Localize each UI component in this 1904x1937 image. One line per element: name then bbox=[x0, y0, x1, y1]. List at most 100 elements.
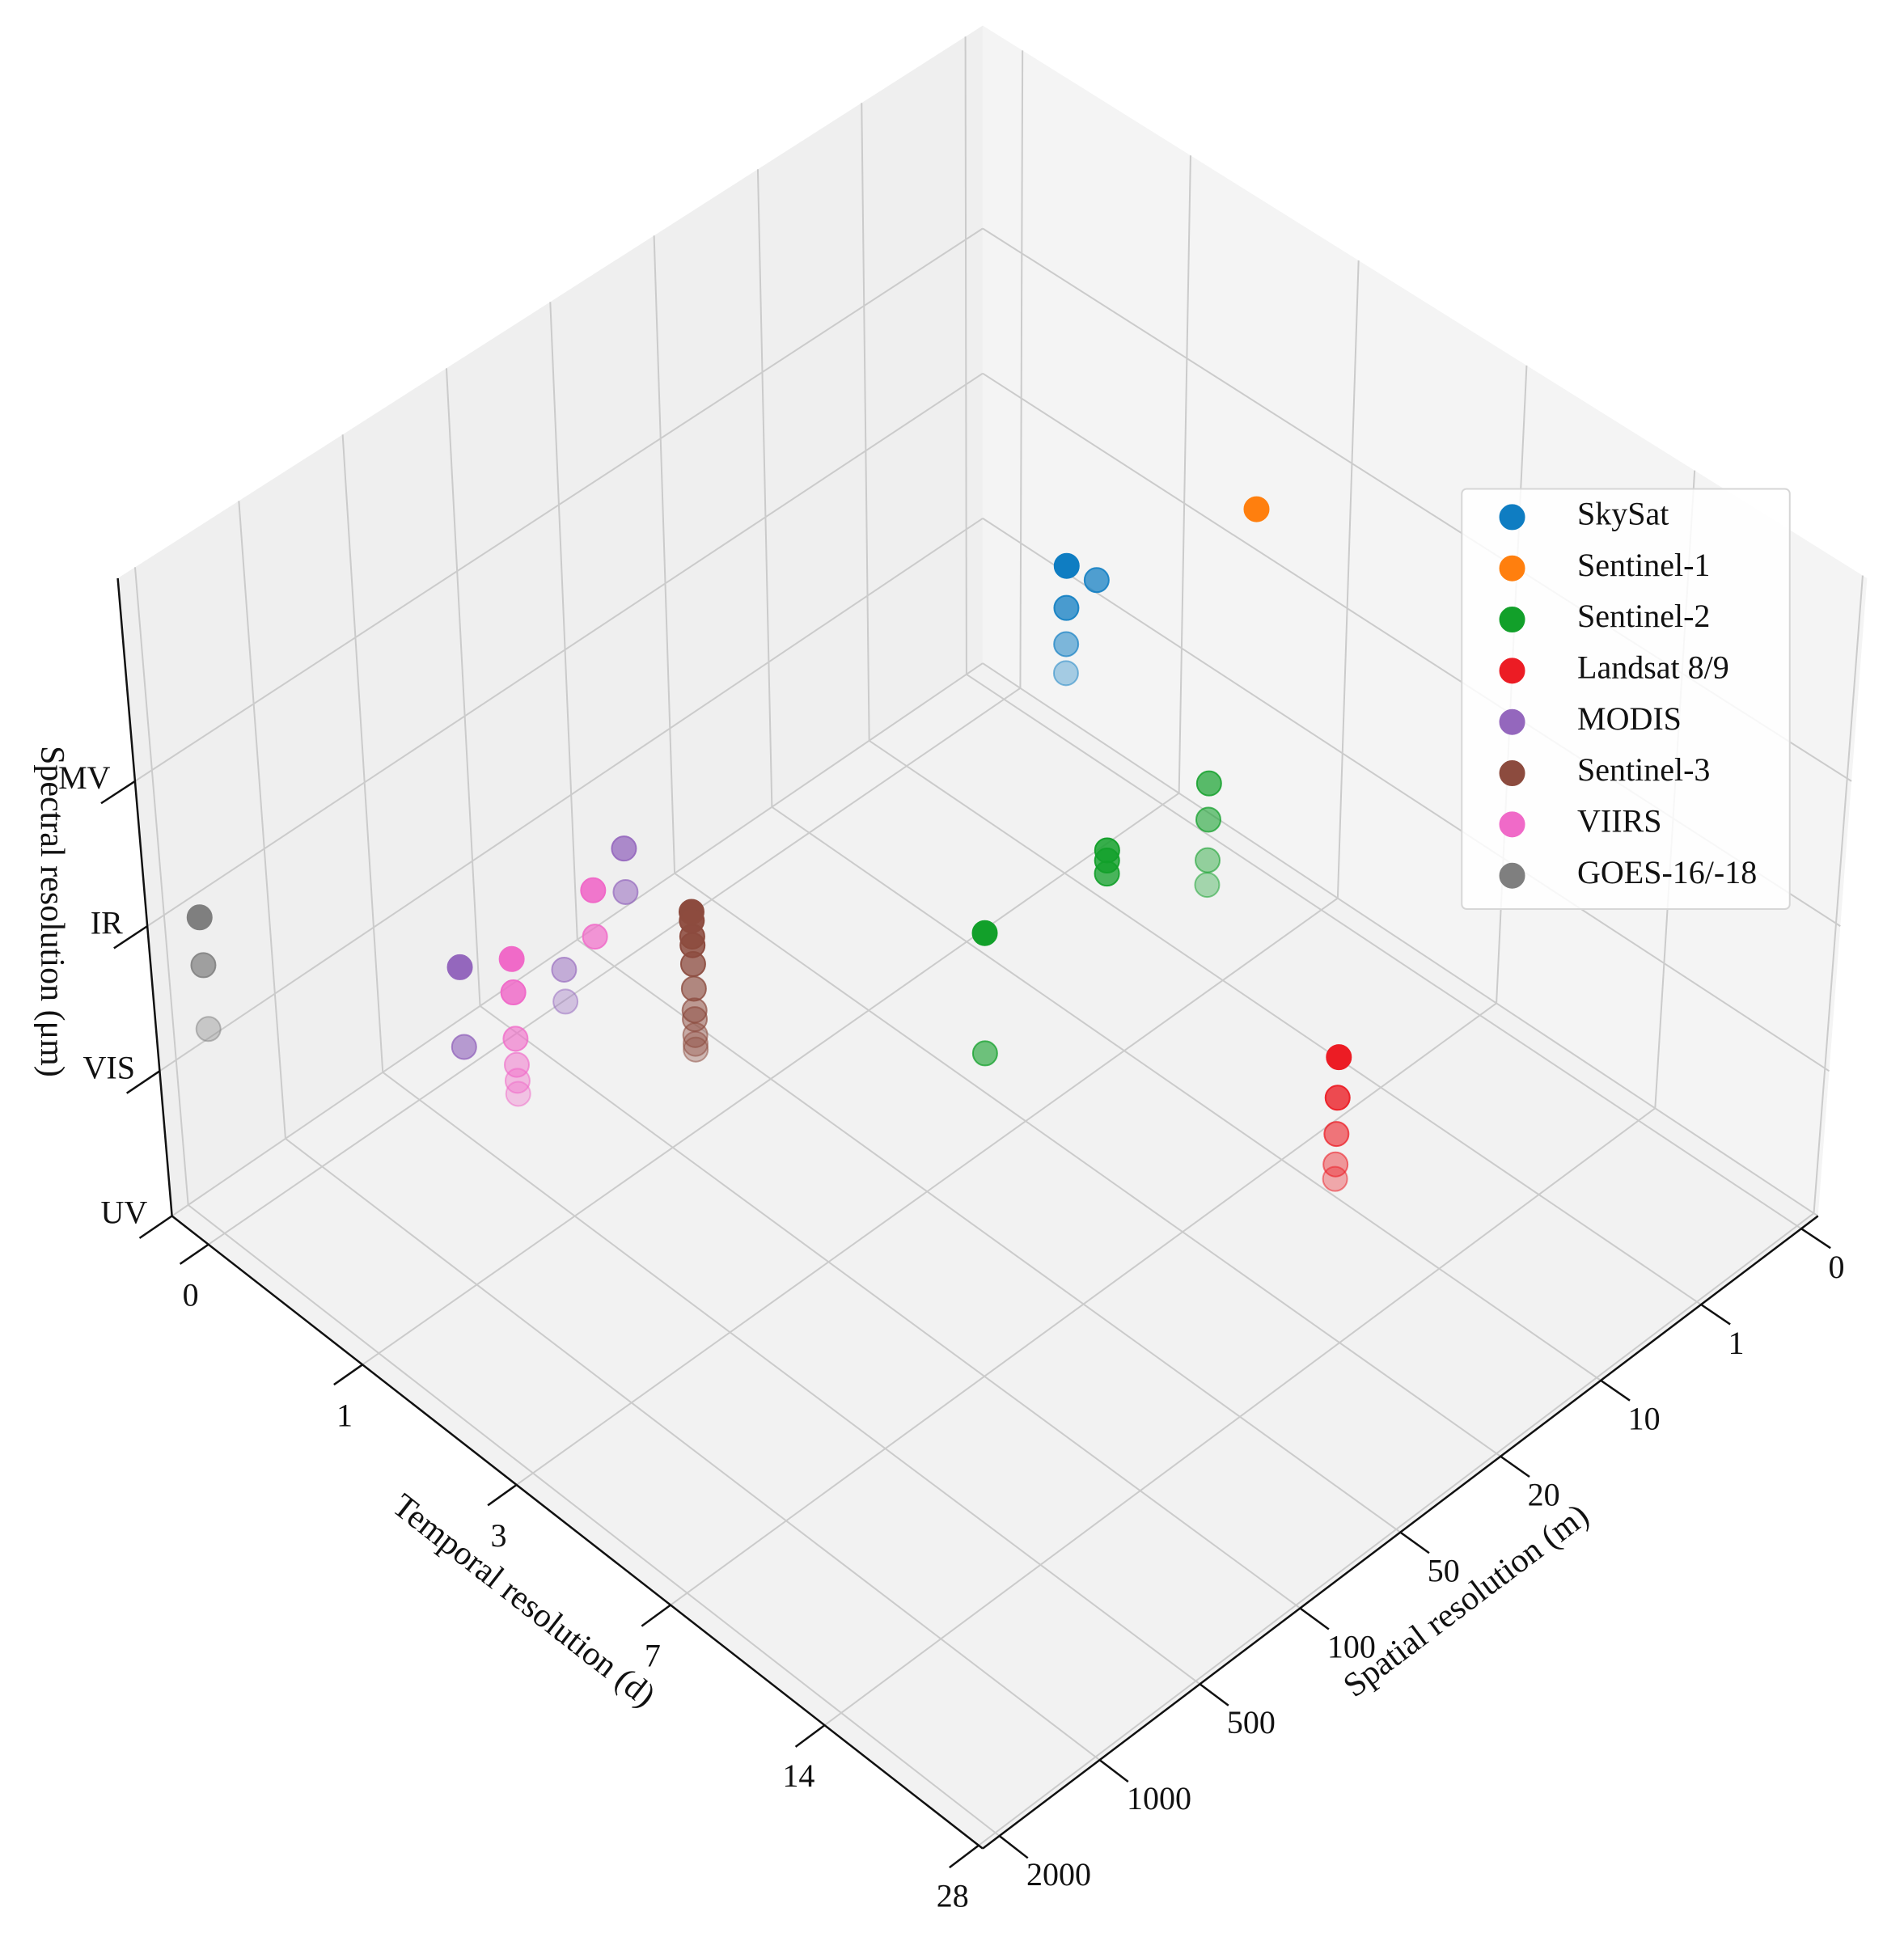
grid-line bbox=[382, 1072, 1201, 1685]
data-point bbox=[551, 956, 578, 983]
data-point bbox=[1083, 567, 1110, 594]
grid-line bbox=[771, 806, 1601, 1381]
legend-label: Sentinel-2 bbox=[1577, 598, 1710, 634]
data-point bbox=[1052, 660, 1079, 687]
legend-label: GOES-16/-18 bbox=[1577, 854, 1757, 890]
x-tick bbox=[1600, 1379, 1631, 1402]
data-point bbox=[682, 1021, 709, 1048]
z-tick-label: MV bbox=[58, 759, 111, 796]
legend-marker bbox=[1499, 760, 1525, 787]
data-point bbox=[611, 835, 637, 862]
grid-line bbox=[674, 872, 1501, 1457]
grid-line bbox=[1813, 575, 1864, 1214]
grid-line bbox=[670, 1002, 1497, 1606]
right-pane bbox=[982, 25, 1868, 1216]
legend-marker bbox=[1499, 658, 1525, 684]
grid-line bbox=[1019, 50, 1024, 688]
left-pane bbox=[117, 25, 983, 1216]
panes bbox=[117, 25, 1868, 1849]
data-point bbox=[1053, 594, 1080, 621]
grid-line bbox=[1178, 155, 1191, 793]
data-point bbox=[1094, 861, 1120, 887]
y-tick bbox=[794, 1724, 826, 1748]
z-axis bbox=[116, 577, 173, 1216]
x-tick-label: 1000 bbox=[1127, 1780, 1191, 1816]
grid-line bbox=[823, 1107, 1656, 1726]
data-point bbox=[612, 878, 639, 905]
data-point bbox=[504, 1068, 531, 1094]
grid-line bbox=[964, 36, 967, 675]
grid-line bbox=[171, 662, 984, 1217]
y-tick bbox=[487, 1483, 518, 1507]
legend-label: Landsat 8/9 bbox=[1577, 649, 1729, 686]
y-tick bbox=[333, 1364, 363, 1386]
data-point bbox=[1324, 1085, 1351, 1111]
points bbox=[186, 496, 1352, 1192]
y-tick-label: 28 bbox=[937, 1878, 969, 1914]
legend-label: Sentinel-3 bbox=[1577, 751, 1710, 788]
grid-line bbox=[146, 372, 984, 927]
data-point bbox=[498, 945, 525, 972]
grid-line bbox=[577, 939, 1401, 1533]
legend-label: MODIS bbox=[1577, 700, 1682, 737]
y-tick-label: 14 bbox=[782, 1757, 814, 1794]
grid-line bbox=[549, 302, 578, 940]
x-tick bbox=[1098, 1759, 1129, 1783]
data-point bbox=[500, 979, 527, 1006]
y-tick-label: 3 bbox=[490, 1517, 506, 1554]
grid-line bbox=[445, 368, 481, 1006]
x-tick bbox=[1800, 1228, 1831, 1250]
x-tick bbox=[1299, 1607, 1330, 1630]
data-point bbox=[680, 975, 707, 1002]
data-point bbox=[186, 904, 213, 931]
data-point bbox=[1243, 496, 1270, 522]
z-tick-label: UV bbox=[100, 1195, 147, 1231]
data-point bbox=[682, 1030, 709, 1057]
data-point bbox=[502, 1026, 529, 1052]
grid-line bbox=[208, 687, 1022, 1246]
x-tick-label: 10 bbox=[1628, 1401, 1661, 1437]
legend-marker bbox=[1499, 811, 1525, 838]
data-point bbox=[1322, 1165, 1348, 1192]
z-tick bbox=[113, 925, 148, 949]
y-tick bbox=[179, 1243, 209, 1265]
y-tick-label: 7 bbox=[645, 1638, 661, 1674]
x-tick bbox=[1399, 1531, 1430, 1554]
grid-line bbox=[982, 518, 1830, 1072]
data-point bbox=[1195, 847, 1221, 873]
data-point bbox=[1326, 1044, 1352, 1071]
grid-line bbox=[1336, 260, 1360, 899]
data-point bbox=[1322, 1151, 1349, 1178]
data-point bbox=[580, 877, 607, 903]
data-point bbox=[971, 1040, 998, 1067]
grid-line bbox=[479, 1005, 1301, 1609]
legend-label: VIIRS bbox=[1577, 803, 1661, 840]
data-point bbox=[971, 920, 998, 946]
y-axis bbox=[171, 1215, 984, 1850]
legend-marker bbox=[1499, 607, 1525, 633]
grid-line bbox=[869, 739, 1702, 1305]
x-tick bbox=[998, 1835, 1029, 1859]
legend-label: SkySat bbox=[1577, 496, 1669, 532]
y-tick bbox=[641, 1604, 671, 1627]
grid-line bbox=[285, 1138, 1101, 1761]
floor-pane bbox=[171, 663, 1818, 1849]
legend-box bbox=[1461, 488, 1791, 910]
data-point bbox=[1195, 770, 1222, 797]
x-tick bbox=[1700, 1303, 1731, 1326]
data-point bbox=[1323, 1121, 1350, 1148]
x-tick-label: 50 bbox=[1428, 1552, 1460, 1588]
grid-line bbox=[653, 235, 676, 873]
x-tick bbox=[1500, 1455, 1530, 1478]
x-tick-label: 1 bbox=[1728, 1325, 1745, 1361]
legend-marker bbox=[1499, 555, 1525, 582]
grid-line bbox=[133, 567, 189, 1205]
data-point bbox=[1194, 872, 1221, 899]
legend-marker bbox=[1499, 862, 1525, 889]
data-point bbox=[1053, 631, 1080, 658]
grid-line bbox=[966, 673, 1802, 1229]
z-tick-label: IR bbox=[91, 904, 123, 941]
grid-line bbox=[159, 518, 984, 1072]
z-tick-label: VIS bbox=[83, 1049, 135, 1085]
